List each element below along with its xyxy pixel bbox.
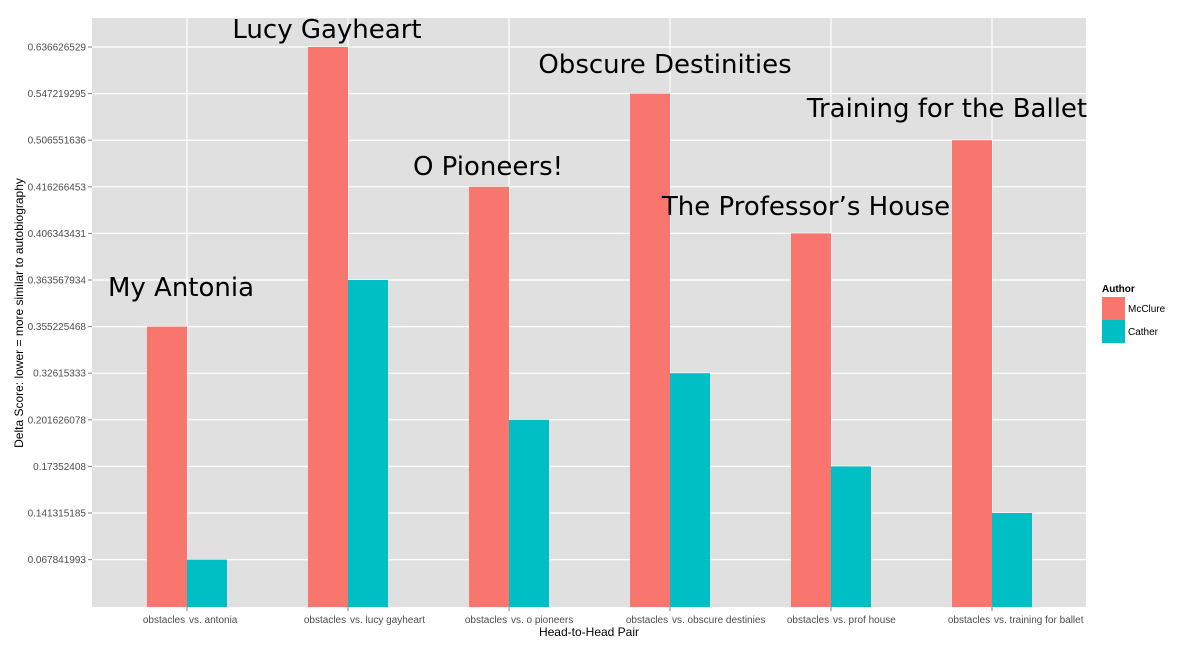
x-tick-label-right: vs. obscure destinies bbox=[672, 615, 765, 626]
y-tick-label: 0.547219295 bbox=[28, 89, 87, 100]
x-tick-label-left: obstacles bbox=[143, 615, 185, 626]
legend-label: Cather bbox=[1128, 327, 1159, 338]
x-axis-title: Head-to-Head Pair bbox=[539, 625, 639, 639]
bar-mcclure-2 bbox=[308, 47, 348, 607]
legend-title: Author bbox=[1102, 284, 1135, 295]
bars bbox=[147, 47, 1032, 608]
y-tick-label: 0.406343431 bbox=[28, 229, 87, 240]
x-tick-label-left: obstacles bbox=[787, 615, 829, 626]
x-tick-label-right: vs. lucy gayheart bbox=[350, 615, 425, 626]
annotation-label: Obscure Destinities bbox=[538, 50, 791, 80]
y-tick-label: 0.141315185 bbox=[28, 509, 87, 520]
annotations: My Antonia Lucy Gayheart O Pioneers! Obscur… bbox=[108, 15, 1087, 303]
bar-mcclure-1 bbox=[147, 326, 187, 607]
y-tick-label: 0.17352408 bbox=[33, 462, 86, 473]
bar-cather-2 bbox=[348, 280, 388, 607]
bar-mcclure-4 bbox=[630, 93, 670, 608]
y-tick-label: 0.355225468 bbox=[28, 322, 87, 333]
annotation-label: Training for the Ballet bbox=[806, 94, 1087, 124]
legend-swatch-cather bbox=[1102, 320, 1125, 343]
annotation-label: My Antonia bbox=[108, 273, 254, 303]
annotation-label: Lucy Gayheart bbox=[232, 15, 421, 45]
y-tick-label: 0.363567934 bbox=[28, 276, 87, 287]
x-tick-label-right: vs. training for ballet bbox=[994, 615, 1084, 626]
legend-label: McClure bbox=[1128, 304, 1166, 315]
y-tick-label: 0.32615333 bbox=[33, 369, 86, 380]
bar-cather-1 bbox=[187, 559, 227, 607]
y-axis: 0.067841993 0.141315185 0.17352408 0.201626… bbox=[28, 43, 92, 566]
legend: Author McClure Cather bbox=[1102, 284, 1166, 343]
x-axis: obstacles vs. antonia obstacles vs. lucy ga… bbox=[143, 607, 1084, 626]
bar-mcclure-6 bbox=[952, 140, 992, 607]
annotation-label: O Pioneers! bbox=[413, 152, 563, 182]
bar-mcclure-5 bbox=[791, 233, 831, 607]
bar-cather-5 bbox=[831, 466, 871, 607]
x-tick-label-left: obstacles bbox=[304, 615, 346, 626]
y-tick-label: 0.067841993 bbox=[28, 555, 87, 566]
y-tick-label: 0.201626078 bbox=[28, 415, 87, 426]
bar-cather-4 bbox=[670, 373, 710, 607]
bar-cather-6 bbox=[992, 513, 1032, 607]
bar-mcclure-3 bbox=[469, 186, 509, 608]
bar-cather-3 bbox=[509, 419, 549, 607]
x-tick-label-left: obstacles bbox=[465, 615, 507, 626]
y-axis-title: Delta Score: lower = more similar to aut… bbox=[12, 178, 26, 448]
y-tick-label: 0.416266453 bbox=[28, 182, 87, 193]
x-tick-label-right: vs. o pioneers bbox=[511, 615, 573, 626]
x-tick-label-left: obstacles bbox=[626, 615, 668, 626]
annotation-label: The Professor’s House bbox=[661, 192, 950, 222]
x-tick-label-left: obstacles bbox=[948, 615, 990, 626]
plot-panel bbox=[92, 18, 1086, 607]
x-tick-label-right: vs. prof house bbox=[833, 615, 896, 626]
x-tick-label-right: vs. antonia bbox=[189, 615, 238, 626]
y-tick-label: 0.636626529 bbox=[28, 43, 87, 54]
y-tick-label: 0.506551636 bbox=[28, 136, 87, 147]
legend-swatch-mcclure bbox=[1102, 297, 1125, 320]
